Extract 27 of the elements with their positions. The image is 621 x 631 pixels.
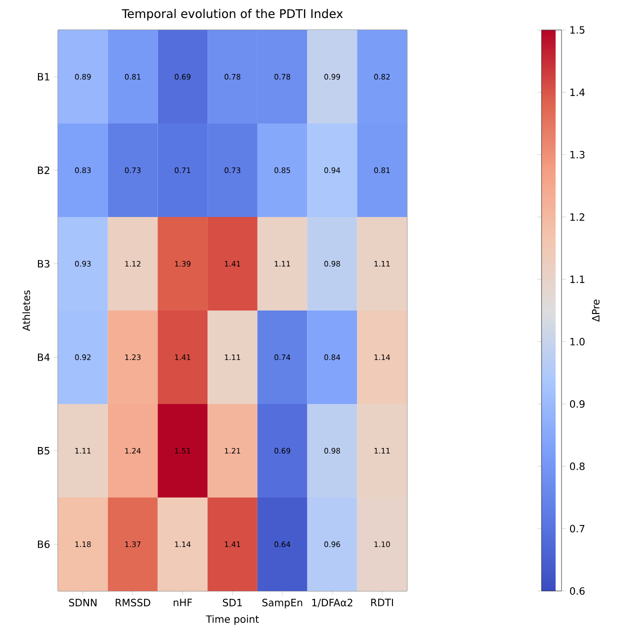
color-bar-label: 0.9 [570, 400, 585, 408]
x-axis-title: Time point [206, 615, 259, 625]
color-bar-label: 1.2 [570, 213, 584, 221]
color-bar-label: 1.1 [570, 276, 584, 283]
x-tick-label: SampEn [262, 598, 302, 608]
y-axis-title: Athletes [22, 290, 30, 331]
y-tick-label: B3 [38, 260, 50, 268]
x-tick-label: RDTI [371, 598, 393, 606]
color-bar-label: 0.6 [570, 587, 585, 595]
y-tick-label: B5 [38, 447, 50, 454]
chart-title: Temporal evolution of the PDTI Index [122, 8, 343, 20]
y-tick-label: B2 [38, 166, 50, 174]
color-bar-label: 1.4 [570, 88, 585, 96]
color-bar-label: 0.8 [570, 462, 585, 470]
x-tick-label: RMSSD [116, 598, 150, 606]
x-tick-label: 1/DFAα2 [312, 598, 352, 608]
color-bar-label: 1.3 [570, 150, 584, 158]
x-tick-label: nHF [174, 598, 192, 606]
x-tick-label: SD1 [222, 598, 242, 606]
y-tick-label: B4 [38, 354, 50, 361]
color-bar-label: 1.0 [570, 338, 585, 346]
color-bar-title: ΔPre [592, 300, 600, 322]
x-tick-label: SDNN [69, 598, 96, 606]
y-tick-label: B1 [38, 73, 50, 80]
color-bar-label: 1.5 [570, 26, 584, 34]
color-bar-label: 0.7 [570, 524, 584, 532]
y-tick-label: B6 [38, 540, 50, 548]
